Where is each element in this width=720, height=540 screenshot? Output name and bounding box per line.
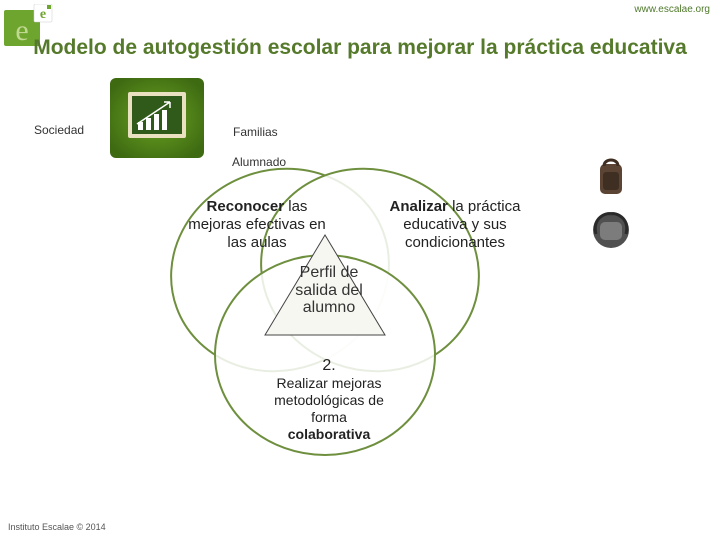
step1-lead: Analizar [390,198,448,215]
step2-line3: forma [254,409,404,426]
perfil-line3: alumno [303,299,355,316]
step2-line2: metodológicas de [254,392,404,409]
step1-block: Analizar la práctica educativa y sus con… [380,198,530,252]
step3-block: Reconocer las mejoras efectivas en las a… [182,198,332,252]
perfil-text: Perfil de salida del alumno [284,264,374,317]
backpack-2-icon [588,206,634,255]
logo-tiny-square [47,5,51,9]
step2-lead: colaborativa [254,426,404,443]
chalk-bar-4 [162,110,167,130]
label-sociedad: Sociedad [34,123,84,137]
chalk-bar-2 [146,118,151,130]
label-familias: Familias [233,125,278,139]
perfil-line2: salida del [295,282,363,299]
step2-block: 2. Realizar mejoras metodológicas de for… [254,356,404,442]
logo-small-letter: e [40,7,46,22]
page-title: Modelo de autogestión escolar para mejor… [0,36,720,60]
step3-lead: Reconocer [207,198,285,215]
bp2-pocket [600,222,622,240]
backpack-1-icon [594,156,628,205]
bp1-pocket [603,172,619,190]
footer-copyright: Instituto Escalae © 2014 [8,522,106,532]
step2-line1: Realizar mejoras [254,375,404,392]
perfil-line1: Perfil de [300,264,359,281]
chalk-bar-3 [154,114,159,130]
step2-num: 2. [254,356,404,375]
header-url: www.escalae.org [634,4,710,15]
